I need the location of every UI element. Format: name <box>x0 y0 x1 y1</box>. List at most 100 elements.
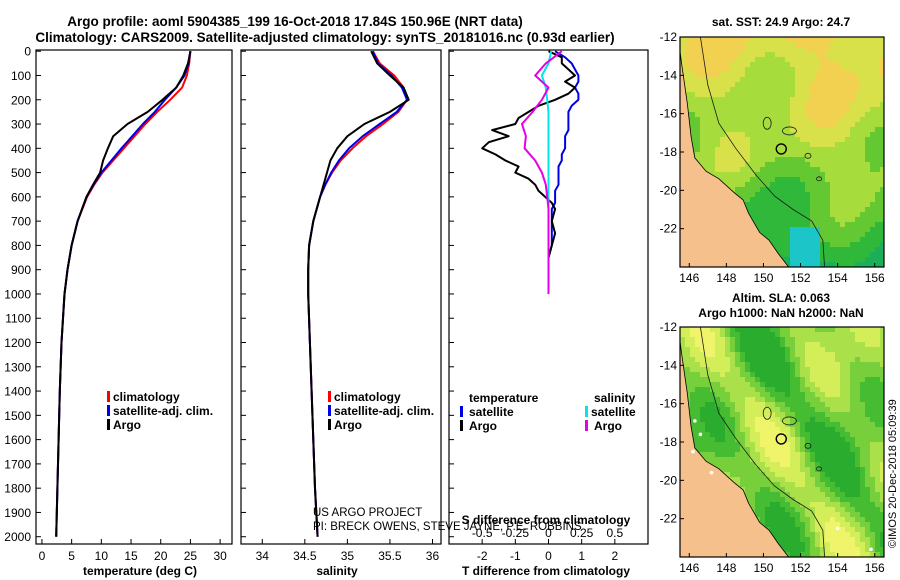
map-cell <box>860 502 865 507</box>
map-cell <box>740 437 745 442</box>
map-cell <box>690 427 695 432</box>
map-cell <box>740 117 745 122</box>
map-cell <box>815 137 820 142</box>
map-cell <box>840 137 845 142</box>
map-cell <box>860 157 865 162</box>
x-tick-label: 25 <box>184 549 198 563</box>
map-cell <box>815 107 820 112</box>
map-cell <box>780 487 785 492</box>
map-cell <box>845 532 850 537</box>
map-cell <box>880 387 884 392</box>
map-cell <box>780 67 785 72</box>
map-cell <box>880 177 884 182</box>
map-cell <box>785 262 790 267</box>
map-cell <box>880 352 884 357</box>
map-cell <box>830 97 835 102</box>
map-cell <box>875 97 880 102</box>
map-cell <box>805 462 810 467</box>
map-cell <box>855 492 860 497</box>
map-cell <box>785 67 790 72</box>
map-cell <box>775 357 780 362</box>
map-cell <box>880 67 884 72</box>
map-cell <box>740 72 745 77</box>
map-cell <box>800 42 805 47</box>
map-cell <box>720 377 725 382</box>
map-cell <box>855 427 860 432</box>
map-cell <box>875 212 880 217</box>
map-cell <box>730 367 735 372</box>
map-cell <box>775 152 780 157</box>
map-cell <box>705 132 710 137</box>
map-cell <box>845 477 850 482</box>
map-cell <box>765 157 770 162</box>
map-cell <box>740 432 745 437</box>
map-cell <box>810 492 815 497</box>
map-cell <box>855 397 860 402</box>
map-cell <box>775 197 780 202</box>
map-cell <box>815 442 820 447</box>
map-cell <box>785 62 790 67</box>
map-cell <box>710 142 715 147</box>
map-cell <box>795 502 800 507</box>
map-cell <box>835 72 840 77</box>
map-cell <box>870 542 875 547</box>
map-cell <box>735 377 740 382</box>
map-cell <box>795 352 800 357</box>
map-cell <box>790 257 795 262</box>
map-cell <box>835 417 840 422</box>
map-cell <box>845 152 850 157</box>
map-cell <box>830 197 835 202</box>
map-cell <box>840 552 845 557</box>
map-cell <box>700 97 705 102</box>
map-cell <box>860 487 865 492</box>
map-cell <box>745 482 750 487</box>
map-cell <box>800 342 805 347</box>
map-cell <box>875 452 880 457</box>
map-cell <box>830 392 835 397</box>
map-cell <box>850 472 855 477</box>
map-cell <box>735 362 740 367</box>
map-cell <box>730 412 735 417</box>
map-cell <box>865 37 870 42</box>
map-cell <box>870 187 875 192</box>
map-cell <box>690 62 695 67</box>
map-cell <box>735 157 740 162</box>
series-line-climatology <box>307 50 408 537</box>
map-cell <box>765 447 770 452</box>
map-cell <box>700 92 705 97</box>
map-cell <box>880 362 884 367</box>
map-cell <box>865 467 870 472</box>
map-cell <box>740 87 745 92</box>
map-cell <box>845 357 850 362</box>
map-cell <box>745 42 750 47</box>
map-cell <box>750 72 755 77</box>
map-cell <box>730 427 735 432</box>
map-cell <box>850 342 855 347</box>
map-cell <box>755 432 760 437</box>
map-cell <box>840 42 845 47</box>
map-cell <box>695 147 700 152</box>
map-cell <box>770 62 775 67</box>
map-cell <box>790 202 795 207</box>
map-cell <box>795 222 800 227</box>
map-cell <box>770 187 775 192</box>
map-cell <box>775 192 780 197</box>
map-cell <box>855 162 860 167</box>
map-cell <box>845 407 850 412</box>
map-cell <box>735 92 740 97</box>
map-cell <box>800 437 805 442</box>
map-cell <box>700 352 705 357</box>
map-cell <box>815 382 820 387</box>
map-cell <box>810 542 815 547</box>
map-cell <box>710 342 715 347</box>
map-cell <box>775 47 780 52</box>
map-cell <box>840 532 845 537</box>
map-cell <box>755 352 760 357</box>
map-cell <box>830 167 835 172</box>
map-cell <box>715 97 720 102</box>
map-cell <box>690 52 695 57</box>
map-cell <box>825 382 830 387</box>
map-cell <box>855 112 860 117</box>
map-cell <box>810 382 815 387</box>
map-cell <box>875 237 880 242</box>
